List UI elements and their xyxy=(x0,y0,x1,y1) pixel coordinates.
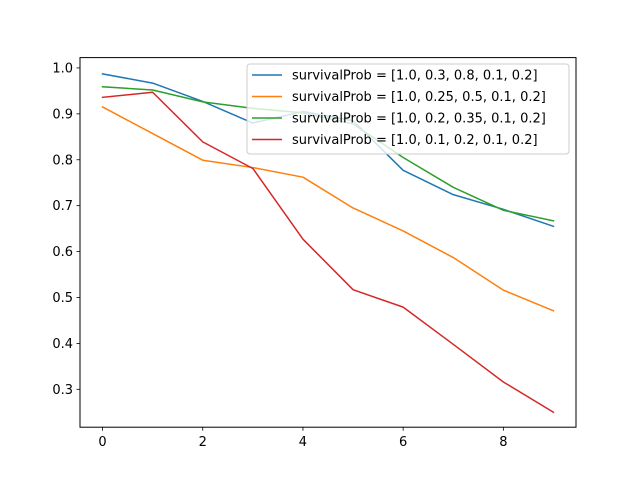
y-tick-label: 0.3 xyxy=(52,383,73,398)
y-tick-label: 0.7 xyxy=(52,199,73,214)
legend-label-4: survivalProb = [1.0, 0.1, 0.2, 0.1, 0.2] xyxy=(292,133,538,148)
y-tick-label: 0.9 xyxy=(52,107,73,122)
x-tick-label: 2 xyxy=(199,435,207,450)
x-tick-label: 0 xyxy=(98,435,106,450)
y-tick-label: 0.8 xyxy=(52,153,73,168)
legend-label-3: survivalProb = [1.0, 0.2, 0.35, 0.1, 0.2… xyxy=(292,112,546,127)
x-tick-label: 4 xyxy=(299,435,307,450)
y-axis-ticks: 0.3 0.4 0.5 0.6 0.7 0.8 0.9 1.0 xyxy=(52,61,80,397)
x-tick-label: 8 xyxy=(499,435,507,450)
legend-label-1: survivalProb = [1.0, 0.3, 0.8, 0.1, 0.2] xyxy=(292,69,538,84)
x-tick-label: 6 xyxy=(399,435,407,450)
y-tick-label: 1.0 xyxy=(52,61,73,76)
y-tick-label: 0.4 xyxy=(52,337,73,352)
legend-label-2: survivalProb = [1.0, 0.25, 0.5, 0.1, 0.2… xyxy=(292,90,546,105)
y-tick-label: 0.5 xyxy=(52,291,73,306)
y-tick-label: 0.6 xyxy=(52,245,73,260)
x-axis-ticks: 0 2 4 6 8 xyxy=(98,427,507,450)
legend: survivalProb = [1.0, 0.3, 0.8, 0.1, 0.2]… xyxy=(247,64,569,154)
